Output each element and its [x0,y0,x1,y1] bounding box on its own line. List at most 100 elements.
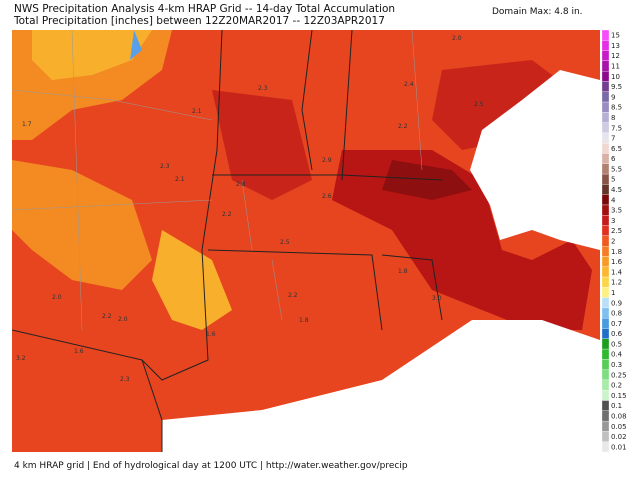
map-labels: 2.0 2.3 2.4 2.1 1.7 2.5 2.2 2.9 2.3 2.1 2.8 2.6 2.2 2… [16,35,484,383]
legend-label: 2 [611,238,615,246]
legend-label: 1.2 [611,279,622,287]
legend-swatch [602,235,610,247]
legend-swatch [602,338,610,350]
legend-swatch [602,420,610,432]
blue-spot [130,30,142,60]
legend-swatch [602,328,610,339]
legend-label: 9 [611,93,615,101]
legend-label: 6 [611,155,616,163]
domain-max: Domain Max: 4.8 in. [492,7,583,17]
legend-swatch [602,441,610,452]
dark-area [332,150,592,330]
legend-swatch [602,122,610,134]
map-value-label: 2.6 [322,193,332,200]
legend-label: 0.02 [611,433,627,441]
footer: 4 km HRAP grid | End of hydrological day… [14,461,408,471]
legend-label: 8 [611,114,615,122]
map: 2.0 2.3 2.4 2.1 1.7 2.5 2.2 2.9 2.3 2.1 2.8 2.6 2.2 2… [12,30,600,452]
legend-label: 13 [611,42,620,50]
legend-label: 5.5 [611,165,622,173]
legend-swatch [602,163,610,175]
legend-label: 3.5 [611,207,622,215]
legend-swatch [602,359,610,370]
dark-area [432,60,572,150]
legend-label: 5 [611,176,615,184]
legend-swatch [602,204,610,216]
legend-label: 1 [611,289,615,297]
map-value-label: 2.0 [118,316,128,323]
legend-swatch [602,30,610,41]
map-value-label: 2.4 [404,81,414,88]
legend-swatch [602,225,610,237]
legend-swatch [602,276,610,288]
legend-label: 0.3 [611,361,622,369]
light-area [32,30,152,80]
legend-swatch [602,91,610,103]
legend-swatch [602,50,610,62]
legend-label: 12 [611,52,620,60]
legend-label: 10 [611,73,620,81]
legend: 15131211109.598.587.576.565.554.543.532.… [602,30,627,452]
legend-label: 0.25 [611,371,627,379]
state-lines [12,30,443,452]
legend-label: 4.5 [611,186,622,194]
ocean [162,320,600,452]
legend-label: 11 [611,63,620,71]
legend-swatch [602,256,610,267]
legend-swatch [602,173,610,185]
legend-swatch [602,194,610,206]
map-value-label: 3.2 [16,355,26,362]
legend-swatch [602,215,610,226]
legend-label: 0.1 [611,402,622,410]
legend-label: 0.8 [611,310,622,318]
map-value-label: 2.5 [280,239,290,246]
dark-area [382,160,472,200]
map-value-label: 2.2 [288,292,298,299]
legend-swatch [602,153,610,164]
legend-label: 0.5 [611,340,622,348]
map-value-label: 2.1 [175,176,185,183]
map-value-label: 1.8 [299,317,309,324]
legend-label: 0.08 [611,412,627,420]
map-value-label: 2.3 [160,163,170,170]
legend-swatch [602,81,610,92]
map-value-label: 2.2 [398,123,408,130]
legend-swatch [602,112,610,123]
legend-label: 0.05 [611,423,627,431]
legend-swatch [602,431,610,442]
legend-label: 0.7 [611,320,622,328]
legend-swatch [602,400,610,411]
map-value-label: 2.2 [102,313,112,320]
legend-swatch [602,60,610,72]
legend-label: 0.01 [611,443,627,451]
light-area [12,160,152,290]
map-value-label: 2.1 [192,108,202,115]
legend-swatch [602,410,610,422]
legend-label: 0.4 [611,351,623,359]
legend-label: 1.4 [611,268,623,276]
map-value-label: 2.9 [322,157,332,164]
map-value-label: 2.3 [120,376,130,383]
legend-swatch [602,287,610,298]
legend-swatch [602,71,610,82]
legend-swatch [602,307,610,319]
legend-swatch [602,390,610,401]
legend-label: 0.9 [611,299,622,307]
legend-swatch [602,348,610,360]
legend-swatch [602,40,610,51]
legend-label: 15 [611,32,620,40]
map-value-label: 1.6 [206,331,216,338]
legend-swatch [602,297,610,309]
legend-swatch [602,369,610,381]
legend-swatch [602,143,610,154]
legend-label: 1.6 [611,258,623,266]
map-value-label: 2.0 [52,294,62,301]
legend-swatch [602,266,610,278]
legend-label: 8.5 [611,104,622,112]
legend-label: 3 [611,217,615,225]
legend-label: 7.5 [611,124,622,132]
map-value-label: 1.7 [22,121,32,128]
map-value-label: 2.3 [258,85,268,92]
light-area [152,230,232,330]
legend-swatch [602,379,610,391]
